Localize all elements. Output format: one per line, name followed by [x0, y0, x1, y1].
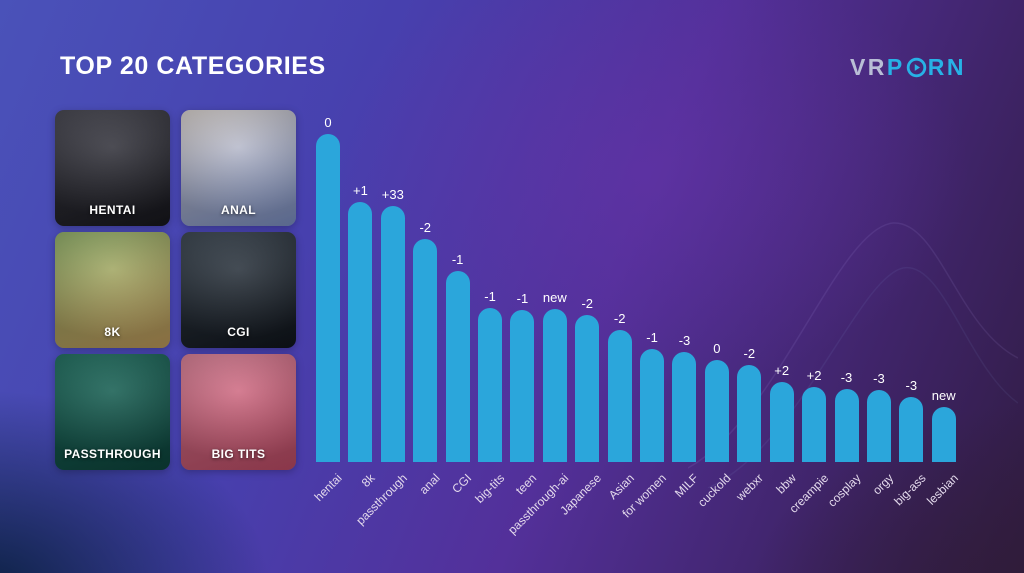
- bar-change-label: 0: [324, 115, 332, 130]
- bar-column: -2 anal: [409, 110, 442, 497]
- bar: [672, 352, 697, 462]
- bar: [802, 387, 827, 462]
- bar: [316, 134, 340, 462]
- bar-column: -2 webxr: [733, 110, 767, 504]
- bar-category-label: 8k: [358, 471, 378, 490]
- bar-change-label: 0: [713, 341, 721, 356]
- bar-change-label: -2: [613, 311, 626, 326]
- bar: [575, 315, 600, 462]
- bar-category-label: bbw: [773, 471, 799, 497]
- bar-category-label: teen: [512, 471, 540, 498]
- bar-column: -1 teen: [506, 110, 539, 497]
- category-thumbnail-label: PASSTHROUGH: [64, 447, 161, 461]
- bar-column: -3 MILF: [668, 110, 701, 500]
- bar-change-label: -3: [840, 370, 853, 385]
- category-thumbnail-label: HENTAI: [89, 203, 136, 217]
- bar: [607, 330, 632, 462]
- bar: [769, 382, 794, 462]
- category-thumbnail-label: BIG TITS: [211, 447, 266, 461]
- category-thumbnail-card[interactable]: ANAL: [181, 110, 296, 226]
- bar-category-label: anal: [416, 471, 443, 497]
- brand-logo: VR P RN: [850, 54, 966, 81]
- brand-logo-p: P: [886, 54, 905, 80]
- category-thumbnail-label: CGI: [227, 325, 250, 339]
- category-thumbnail-card[interactable]: CGI: [181, 232, 296, 348]
- bar-change-label: -3: [873, 371, 885, 386]
- bar-change-label: -2: [419, 220, 431, 235]
- bar: [380, 206, 405, 462]
- category-thumbnail-card[interactable]: BIG TITS: [181, 354, 296, 470]
- bar: [866, 390, 891, 462]
- bar-column: -3 cosplay: [825, 110, 864, 510]
- bar: [478, 308, 503, 462]
- bar-category-label: cosplay: [824, 471, 864, 510]
- category-thumbnail-card[interactable]: PASSTHROUGH: [55, 354, 170, 470]
- bar-column: new lesbian: [924, 110, 961, 508]
- bar-change-label: -1: [484, 289, 496, 304]
- bar-column: -3 big-ass: [891, 110, 928, 508]
- bar-change-label: new: [931, 388, 956, 403]
- bar-change-label: +33: [381, 187, 404, 202]
- bar-column: +2 creampie: [786, 110, 831, 516]
- bar-category-label: big-ass: [890, 471, 929, 509]
- top-categories-bar-chart: 0 hentai +1 8k +33 passthrough -2 anal -1 CGI -1 bi…: [312, 110, 961, 537]
- bar-column: -1 big-tits: [472, 110, 507, 506]
- brand-logo-vr: VR: [849, 54, 887, 80]
- bar: [348, 202, 373, 462]
- bar: [899, 397, 924, 462]
- bar-category-label: hentai: [311, 471, 345, 505]
- bar: [834, 389, 859, 462]
- bar-category-label: big-tits: [472, 471, 507, 506]
- bar: [704, 360, 729, 462]
- bar: [640, 349, 665, 462]
- bar-change-label: -1: [516, 291, 529, 306]
- bar-change-label: -1: [646, 330, 658, 345]
- bar-change-label: -3: [905, 378, 918, 393]
- bar: [445, 271, 470, 462]
- bar-change-label: new: [542, 290, 567, 305]
- play-circle-icon: [905, 57, 928, 78]
- bar-category-label: lesbian: [923, 471, 961, 508]
- bar-category-label: orgy: [869, 471, 896, 498]
- bar-column: 0 hentai: [312, 110, 345, 504]
- bar-change-label: -3: [678, 333, 691, 348]
- bar-column: +2 bbw: [766, 110, 799, 496]
- bar-change-label: +2: [806, 368, 822, 383]
- bar-column: -2 Asian: [604, 110, 636, 502]
- bar-change-label: -2: [581, 296, 594, 311]
- bar: [542, 309, 567, 462]
- category-thumbnail-card[interactable]: HENTAI: [55, 110, 170, 226]
- page-title: TOP 20 CATEGORIES: [60, 52, 326, 80]
- bar-column: -1 for women: [619, 110, 669, 521]
- bar-column: +33 passthrough: [353, 110, 410, 528]
- bar-column: new passthrough-ai: [506, 110, 572, 537]
- bar-change-label: -1: [451, 252, 464, 267]
- bar-category-label: webxr: [733, 471, 767, 504]
- bar-change-label: -2: [743, 346, 756, 361]
- bar: [737, 365, 762, 462]
- bar-column: +1 8k: [344, 110, 377, 490]
- bar-change-label: +2: [774, 363, 790, 378]
- bar: [510, 310, 535, 462]
- bar-column: 0 cuckold: [695, 110, 734, 510]
- bar-column: -2 Japanese: [557, 110, 604, 518]
- bar-category-label: cuckold: [695, 471, 734, 510]
- category-thumbnail-label: ANAL: [221, 203, 256, 217]
- category-thumbnail-card[interactable]: 8K: [55, 232, 170, 348]
- category-thumbnail-label: 8K: [104, 325, 121, 339]
- bar-column: -1 CGI: [442, 110, 475, 496]
- brand-logo-rn: RN: [927, 54, 966, 80]
- bar: [931, 407, 956, 462]
- category-thumbnail-grid: HENTAI ANAL 8K CGI PASSTHROUGH BIG TITS: [55, 110, 296, 470]
- bar-column: -3 orgy: [863, 110, 896, 497]
- bar: [413, 239, 438, 462]
- bar-change-label: +1: [352, 183, 368, 198]
- bar-category-label: CGI: [449, 471, 475, 496]
